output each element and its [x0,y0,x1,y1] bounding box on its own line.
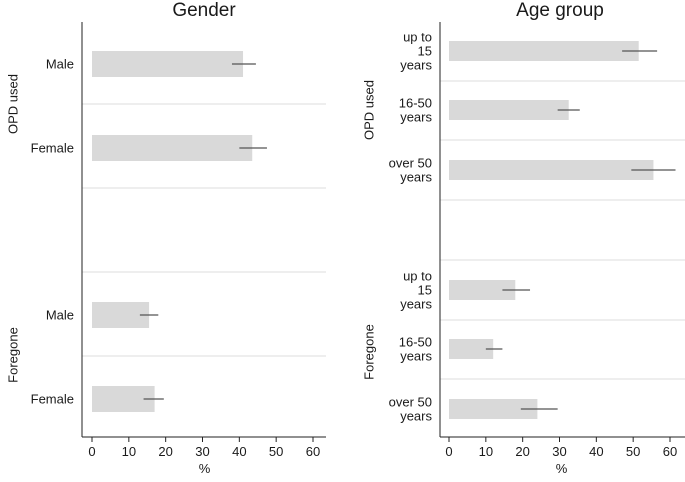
c1-category-label: years [400,297,432,312]
c1-bar [449,41,639,61]
c0-category-label: Female [31,392,74,407]
c1-category-label: over 50 [389,395,432,410]
c1-x-tick-label: 0 [445,444,452,459]
c1-category-label: 15 [418,44,432,59]
c1-category-label: over 50 [389,156,432,171]
c1-category-label: 16-50 [399,335,432,350]
c0-x-tick-label: 60 [306,444,320,459]
c0-x-tick-label: 50 [269,444,283,459]
c0-bar [92,51,244,77]
c0-chart-title: Gender [172,0,236,21]
c1-x-tick-label: 10 [479,444,493,459]
c0-bar [92,135,253,161]
c0-group-label: OPD used [5,74,20,134]
c1-category-label: up to [403,30,432,45]
c0-bar [92,302,150,328]
c1-chart-title: Age group [516,0,604,21]
c0-category-label: Female [31,141,74,156]
c1-category-label: 15 [418,283,432,298]
c1-bar [449,399,538,419]
c1-category-label: up to [403,269,432,284]
c1-x-tick-label: 60 [663,444,677,459]
c1-category-label: 16-50 [399,96,432,111]
c1-x-tick-label: 40 [589,444,603,459]
c1-category-label: years [400,349,432,364]
c1-category-label: years [400,110,432,125]
c1-category-label: years [400,409,432,424]
c0-x-tick-label: 30 [195,444,209,459]
c1-x-tick-label: 30 [552,444,566,459]
c1-bar [449,160,654,180]
c0-category-label: Male [46,308,74,323]
c1-group-label: Foregone [361,324,376,380]
c0-x-axis-title: % [199,461,211,476]
c1-x-axis-title: % [556,461,568,476]
c1-category-label: years [400,58,432,73]
c1-x-tick-label: 20 [515,444,529,459]
c1-group-label: OPD used [361,80,376,140]
c0-category-label: Male [46,57,74,72]
c1-bar [449,280,516,300]
c1-bar [449,100,569,120]
c1-category-label: years [400,170,432,185]
c0-x-tick-label: 40 [232,444,246,459]
c0-group-label: Foregone [5,327,20,383]
c0-x-tick-label: 20 [158,444,172,459]
c1-x-tick-label: 50 [626,444,640,459]
c0-x-tick-label: 0 [88,444,95,459]
c0-x-tick-label: 10 [122,444,136,459]
c1-bar [449,339,494,359]
